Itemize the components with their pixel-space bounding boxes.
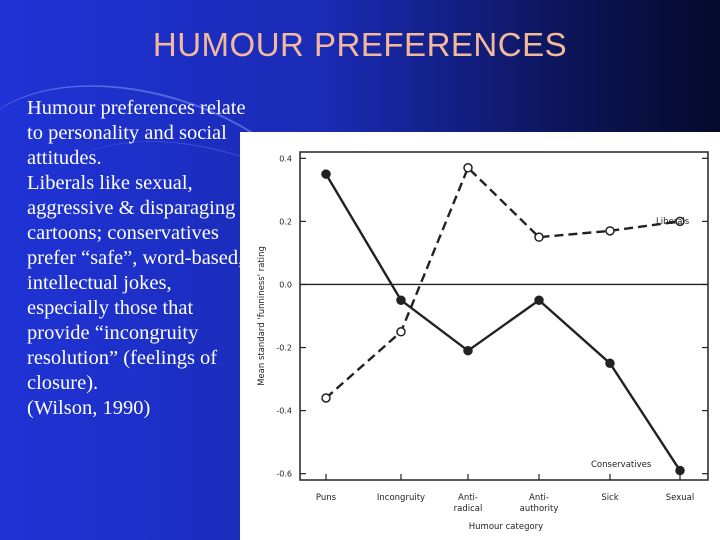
data-point-liberals (675, 216, 685, 227)
humour-line-chart: 0.4 0.2 0.0 -0.2 -0.4 -0.6 Puns Incongruity Ant… (257, 151, 709, 532)
x-tick-label: Anti- (529, 493, 549, 503)
series-label-liberals: Liberals (656, 217, 690, 227)
data-point-conservatives (605, 358, 615, 369)
data-point-liberals (605, 226, 615, 236)
y-tick-label: 0.0 (279, 280, 292, 289)
y-tick-label: 0.2 (279, 217, 292, 226)
y-axis-ticks: 0.4 0.2 0.0 -0.2 -0.4 -0.6 (276, 154, 708, 479)
x-tick-label: Anti- (458, 493, 478, 503)
x-axis-label: Humour category (469, 522, 543, 532)
x-tick-label: Puns (316, 493, 337, 503)
plot-border (299, 151, 709, 481)
chart-frame (299, 151, 709, 481)
series-line-conservatives (324, 173, 682, 472)
x-tick-label: Sick (601, 493, 618, 503)
data-point-liberals (534, 232, 544, 242)
paragraph-intro: Humour preferences relate to personality… (27, 97, 246, 169)
y-tick-label: -0.6 (276, 470, 292, 479)
data-point-conservatives (463, 345, 473, 356)
data-point-conservatives (396, 295, 406, 305)
data-point-conservatives (321, 169, 331, 179)
data-point-conservatives (675, 465, 685, 476)
slide-body: Humour preferences relate to personality… (27, 96, 252, 421)
y-tick-label: -0.2 (276, 344, 292, 353)
data-point-liberals (321, 393, 331, 403)
x-axis-ticks: Puns Incongruity Anti-radicalAnti-authorit… (316, 474, 694, 514)
chart-labels: Liberals Conservatives Mean standard 'funn… (257, 217, 690, 532)
data-point-liberals (463, 163, 473, 173)
x-tick-label: radical (454, 504, 483, 514)
paragraph-preferences: Liberals like sexual, aggressive & dispa… (27, 172, 244, 394)
series-line-liberals (325, 165, 681, 399)
series-label-conservatives: Conservatives (591, 460, 652, 470)
x-tick-label: Incongruity (377, 493, 425, 503)
y-tick-label: -0.4 (276, 407, 292, 416)
y-axis-label: Mean standard 'funniness' rating (257, 246, 267, 386)
chart-panel: 0.4 0.2 0.0 -0.2 -0.4 -0.6 Puns Incongruity Ant… (240, 132, 720, 540)
data-point-liberals (396, 327, 406, 337)
data-point-conservatives (534, 295, 544, 305)
y-tick-label: 0.4 (279, 154, 292, 163)
x-tick-label: Sexual (666, 493, 694, 503)
slide-title: HUMOUR PREFERENCES (152, 26, 568, 63)
paragraph-citation: (Wilson, 1990) (27, 397, 151, 419)
x-tick-label: authority (520, 504, 559, 514)
series-layer (321, 163, 685, 476)
